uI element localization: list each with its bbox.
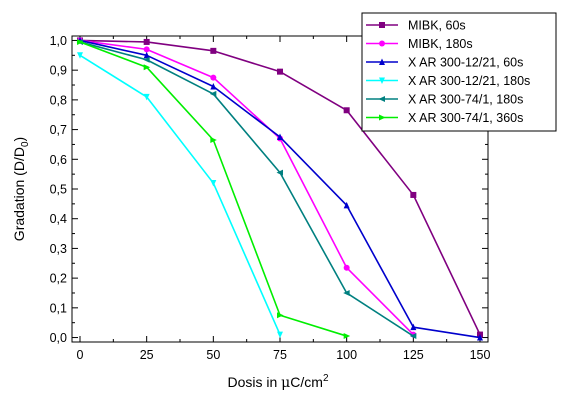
data-point [477, 334, 483, 341]
data-point [209, 90, 217, 97]
data-point [210, 47, 217, 54]
x-tick-label: 0 [77, 348, 84, 362]
data-point [277, 68, 283, 75]
y-title-subscript: 0 [20, 141, 31, 147]
x-title-superscript: 2 [323, 373, 329, 384]
legend-swatch-marker [379, 58, 385, 65]
data-point [77, 52, 83, 59]
data-point [276, 169, 283, 176]
series-4 [77, 52, 283, 339]
data-point [409, 333, 417, 340]
x-title-mu: μ [281, 375, 290, 391]
data-point [410, 323, 417, 331]
y-tick-label: 0,8 [50, 93, 67, 107]
data-point [143, 38, 150, 45]
x-tick-label: 125 [403, 348, 424, 362]
legend-label: X AR 300-74/1, 360s [408, 111, 523, 125]
legend-label: X AR 300-12/21, 180s [408, 74, 530, 88]
legend: MIBK, 60s MIBK, 180s X AR 300-12/21, 60s X … [361, 12, 557, 132]
y-title-suffix: ) [11, 137, 27, 142]
y-axis-title: Gradation (D/D0) [11, 137, 31, 241]
x-tick-label: 25 [140, 348, 154, 362]
data-point [210, 74, 217, 81]
legend-label: MIBK, 60s [408, 19, 466, 33]
legend-entry: MIBK, 180s [366, 37, 473, 51]
x-tick-label: 75 [273, 348, 287, 362]
data-point [343, 201, 350, 209]
data-point [143, 51, 150, 59]
legend-label: X AR 300-74/1, 180s [408, 93, 523, 107]
data-point [410, 191, 417, 198]
legend-label: X AR 300-12/21, 60s [408, 56, 523, 70]
y-tick-label: 0,3 [50, 242, 67, 256]
series-line [79, 54, 281, 335]
data-point [343, 107, 350, 114]
x-tick-label: 150 [470, 348, 491, 362]
y-tick-label: 0,6 [50, 153, 67, 167]
y-tick-label: 0,5 [50, 183, 67, 197]
x-title-unit: C/cm [290, 374, 323, 390]
legend-label: MIBK, 180s [408, 37, 473, 51]
y-tick-label: 0,9 [50, 64, 67, 78]
data-point [143, 46, 150, 53]
series-line [79, 41, 414, 337]
data-point [210, 83, 217, 90]
data-point [343, 264, 350, 271]
y-tick-label: 0,2 [50, 272, 67, 286]
data-point [210, 136, 217, 143]
data-point [343, 333, 351, 340]
x-tick-label: 50 [206, 348, 220, 362]
series-3 [77, 36, 483, 341]
legend-entry: X AR 300-74/1, 360s [366, 111, 523, 125]
data-point [143, 93, 150, 101]
y-tick-label: 0,4 [50, 212, 67, 226]
series-6 [77, 38, 351, 340]
data-point [143, 56, 150, 63]
y-tick-label: 0,1 [50, 301, 67, 315]
legend-swatch-marker [379, 77, 385, 84]
legend-box [361, 12, 557, 132]
legend-entry: X AR 300-74/1, 180s [366, 93, 523, 107]
legend-entry: MIBK, 60s [366, 19, 466, 33]
legend-entry: X AR 300-12/21, 180s [366, 74, 530, 88]
y-title-prefix: Gradation (D/D [11, 147, 27, 241]
data-point [277, 133, 283, 141]
axis-ticks: 0 25 50 75 100 125 150 0,0 0,1 0,2 0,3 0,4 0,5 0,6 0,7… [50, 34, 491, 362]
data-point [77, 38, 84, 45]
legend-swatch-marker [379, 22, 385, 28]
data-point [277, 312, 284, 319]
x-tick-label: 100 [336, 348, 357, 362]
y-tick-label: 1,0 [50, 34, 67, 48]
y-tick-label: 0,7 [50, 123, 67, 137]
x-title-prefix: Dosis in [227, 374, 281, 390]
y-tick-label: 0,0 [50, 331, 67, 345]
legend-swatch-marker [379, 114, 386, 121]
data-point [343, 289, 350, 296]
data-point [210, 180, 217, 187]
series-line [79, 39, 414, 336]
legend-swatch-marker [378, 96, 385, 102]
data-point [277, 331, 283, 339]
legend-swatch-marker [379, 40, 385, 47]
x-axis-title: Dosis in μC/cm2 [227, 373, 328, 391]
series-layer [76, 36, 483, 341]
legend-entry: X AR 300-12/21, 60s [366, 56, 523, 70]
data-point [143, 64, 151, 71]
